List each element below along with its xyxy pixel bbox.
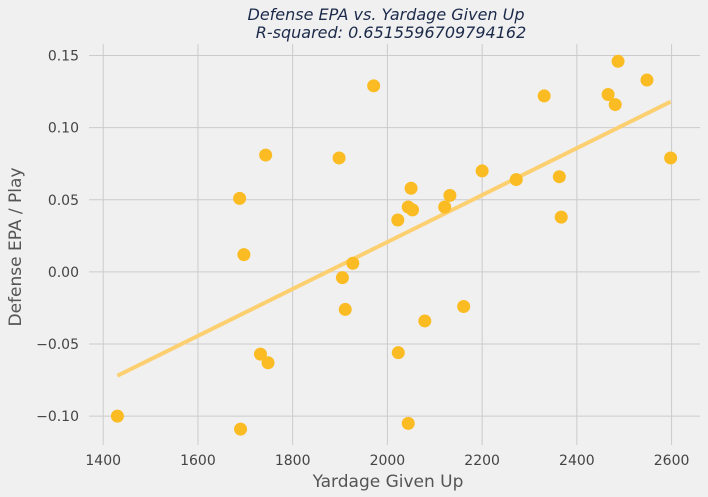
data-point [608,98,622,112]
data-point [438,200,452,214]
data-point [261,356,275,370]
regression-line-group [116,99,672,378]
y-tick-label: −0.05 [36,337,79,353]
data-point [537,89,551,103]
data-point [405,203,419,217]
data-point [233,191,247,205]
data-points [110,54,678,436]
x-tick-label: 1800 [275,453,311,469]
data-point [601,87,615,101]
chart-title: Defense EPA vs. Yardage Given Up [248,5,525,24]
chart-subtitle: R-squared: 0.6515596709794162 [256,23,527,42]
data-point [367,79,381,93]
data-point [391,346,405,360]
data-point [253,347,267,361]
data-point [475,164,489,178]
regression-line [116,99,672,378]
data-point [332,151,346,165]
x-tick-label: 2200 [464,453,500,469]
grid [89,44,700,445]
data-point [401,416,415,430]
y-tick-label: 0.05 [48,193,79,209]
x-tick-label: 1400 [85,453,121,469]
data-point [457,300,471,314]
y-tick-label: 0.00 [48,265,79,281]
x-axis-label: Yardage Given Up [312,472,464,492]
data-point [552,170,566,184]
data-point [391,213,405,227]
data-point [110,409,124,423]
y-tick-label: 0.15 [48,49,79,65]
data-point [259,148,273,162]
data-point [346,256,360,270]
data-point [234,422,248,436]
tick-labels: 1400 1600 1800 2000 2200 2400 2600 −0.10 −0.05 0.… [36,49,689,469]
data-point [443,188,457,202]
y-tick-label: −0.10 [36,409,79,425]
x-tick-label: 1600 [180,453,216,469]
x-tick-label: 2000 [370,453,406,469]
data-point [404,181,418,195]
y-tick-label: 0.10 [48,121,79,137]
data-point [418,314,432,328]
x-tick-label: 2600 [654,453,690,469]
y-axis-label: Defense EPA / Play [6,167,26,326]
data-point [335,271,349,285]
data-point [237,248,251,262]
x-tick-label: 2400 [559,453,595,469]
data-point [554,210,568,224]
data-point [509,173,523,187]
data-point [664,151,678,165]
data-point [640,73,654,87]
data-point [338,302,352,316]
data-point [611,54,625,68]
